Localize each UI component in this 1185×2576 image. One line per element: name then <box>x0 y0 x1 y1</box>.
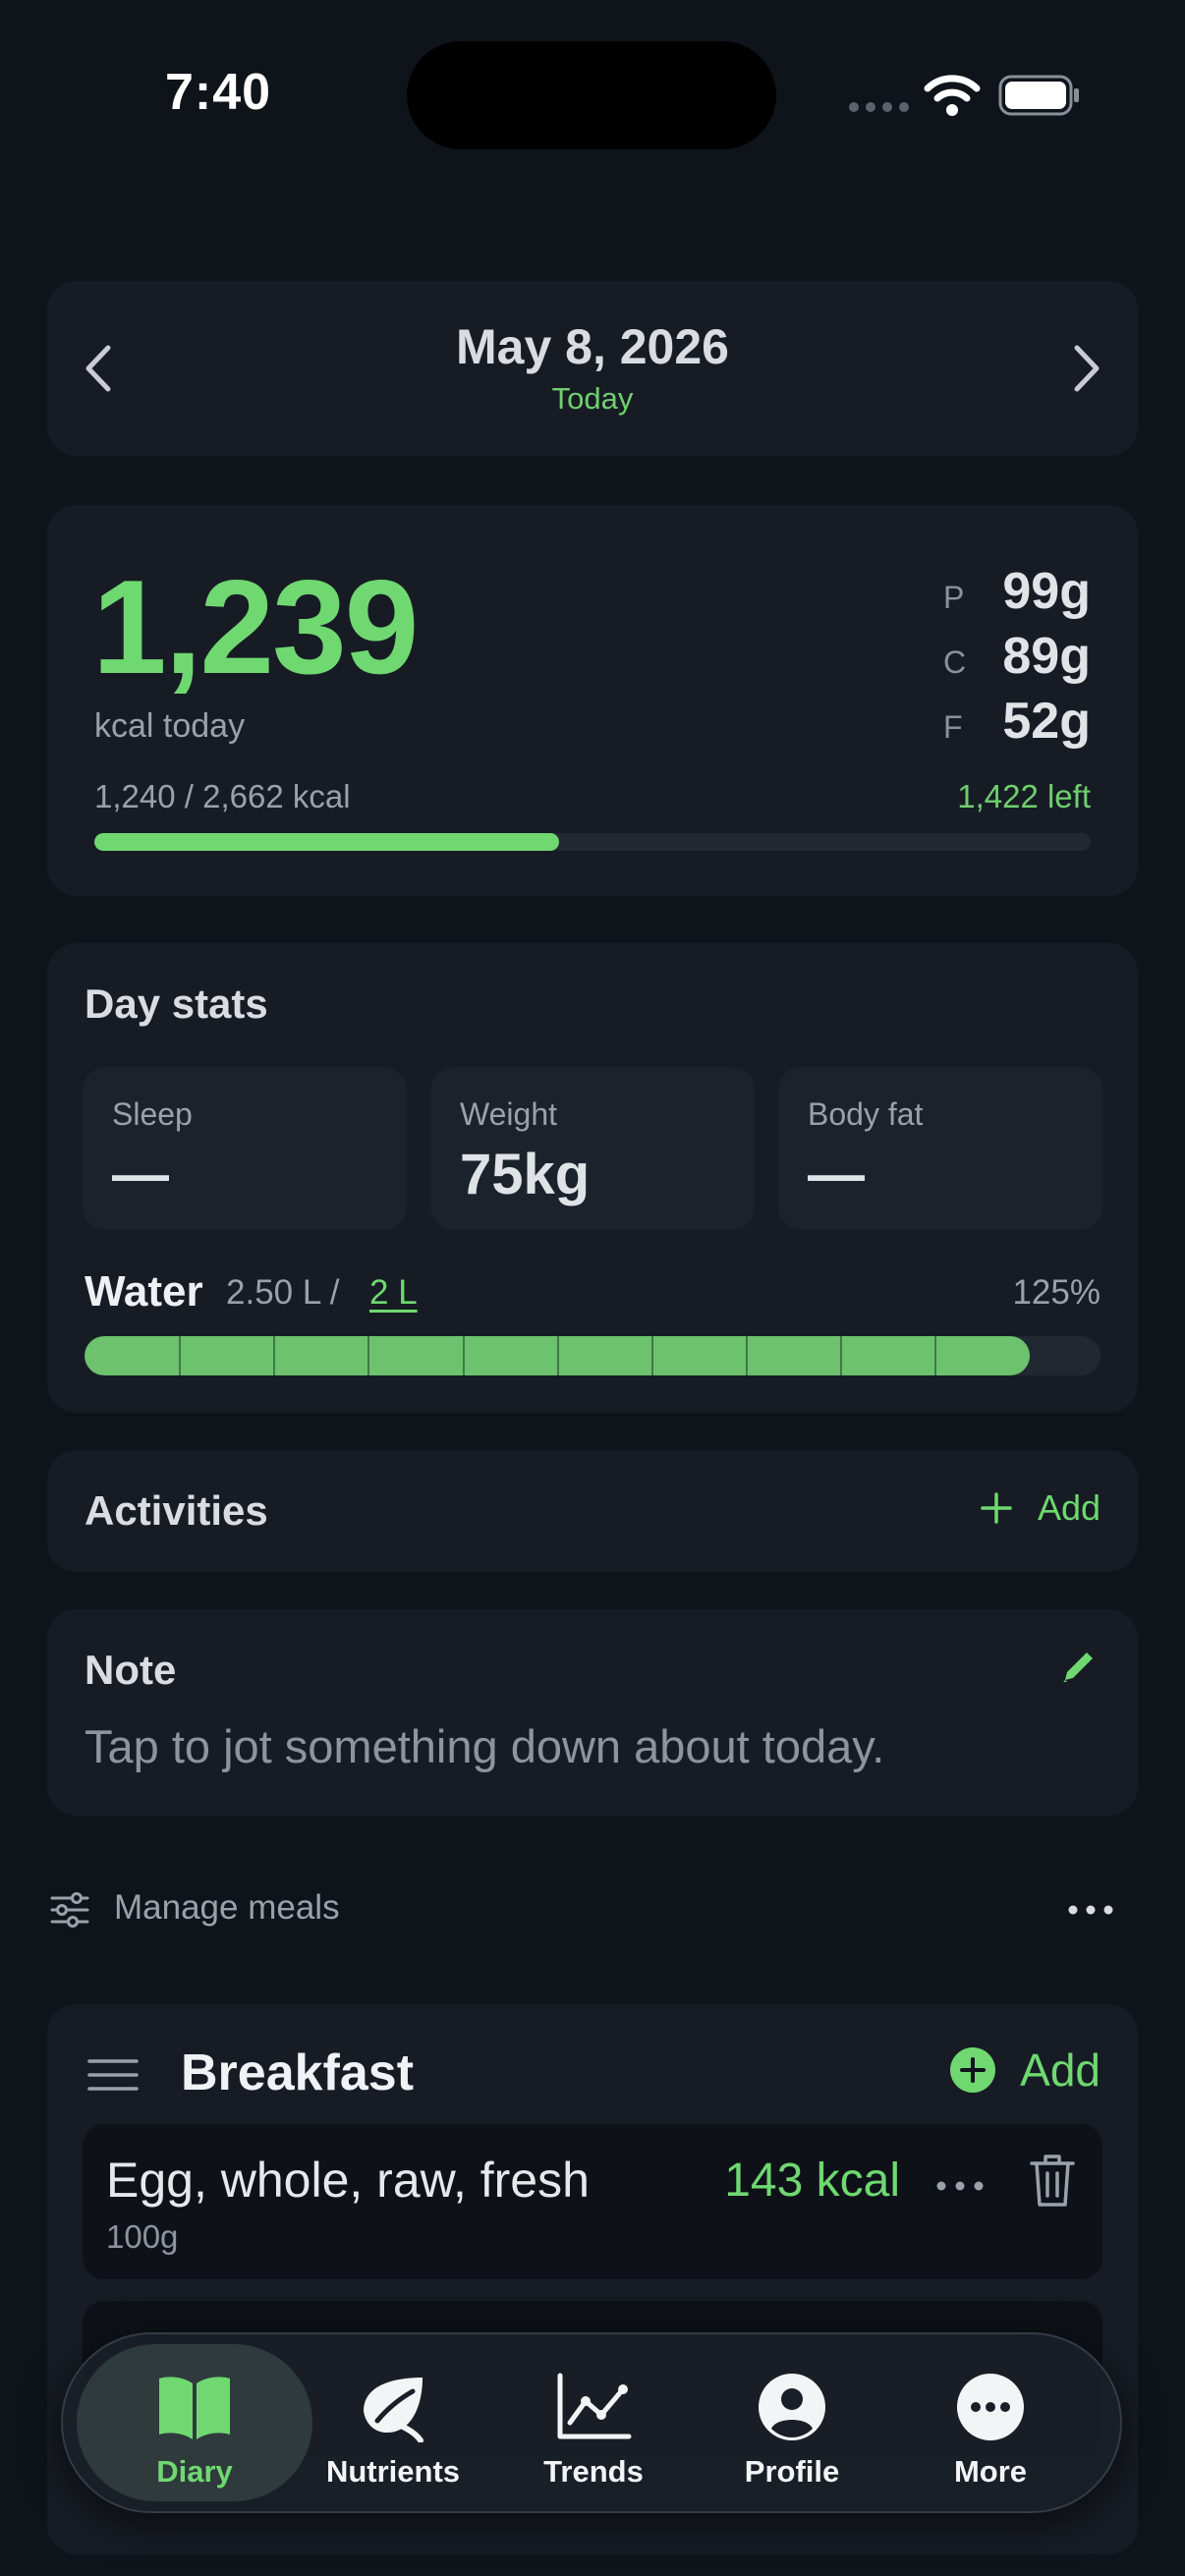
water-title: Water <box>85 1267 203 1316</box>
kcal-progress-text: 1,240 / 2,662 kcal <box>94 778 351 814</box>
chart-icon <box>557 2373 632 2439</box>
water-segment-divider <box>273 1336 276 1375</box>
stat-label: Weight <box>460 1096 558 1132</box>
stat-label: Sleep <box>112 1096 193 1132</box>
stat-value: 75kg <box>460 1143 591 1206</box>
macro-protein: P 99g <box>943 562 1091 621</box>
kcal-label: kcal today <box>94 707 246 745</box>
date-title[interactable]: May 8, 2026 <box>456 319 729 374</box>
water-segment-divider <box>934 1336 937 1375</box>
plus-icon <box>981 1492 1012 1524</box>
dynamic-island <box>407 41 776 149</box>
macro-letter: F <box>943 709 963 745</box>
trash-icon[interactable] <box>1028 2152 1077 2209</box>
macro-value: 99g <box>1002 563 1091 620</box>
tab-nutrients[interactable]: Nutrients <box>275 2344 511 2501</box>
activities-card: Activities Add <box>47 1450 1138 1572</box>
sleep-tile[interactable]: Sleep — <box>83 1067 407 1230</box>
add-food-label: Add <box>1020 2044 1100 2096</box>
food-item[interactable]: Egg, whole, raw, fresh 100g 143 kcal <box>83 2124 1102 2279</box>
water-segment-divider <box>367 1336 370 1375</box>
food-more-icon[interactable] <box>933 2171 987 2201</box>
add-activity-label: Add <box>1037 1487 1100 1528</box>
manage-meals-button[interactable]: Manage meals <box>114 1888 340 1927</box>
activities-title: Activities <box>85 1487 268 1534</box>
stat-label: Body fat <box>808 1096 924 1132</box>
note-title: Note <box>85 1647 177 1693</box>
water-segment-divider <box>840 1336 843 1375</box>
food-name: Egg, whole, raw, fresh <box>106 2153 590 2208</box>
add-food-button[interactable]: Add <box>949 2044 1100 2097</box>
kcal-remaining: 1,422 left <box>957 778 1091 814</box>
tab-label: Profile <box>744 2454 840 2489</box>
macro-value: 89g <box>1002 628 1091 685</box>
day-stats-card: Day stats Sleep — Weight 75kg Body fat —… <box>47 943 1138 1413</box>
weight-tile[interactable]: Weight 75kg <box>430 1067 755 1230</box>
water-segment-divider <box>179 1336 182 1375</box>
plus-circle-icon <box>950 2047 996 2093</box>
tab-bar: Diary Nutrients Trends Profil <box>61 2332 1122 2513</box>
food-quantity: 100g <box>106 2218 179 2255</box>
tab-trends[interactable]: Trends <box>476 2344 711 2501</box>
water-progress-bar[interactable] <box>85 1336 1100 1375</box>
drag-handle-icon[interactable] <box>86 2055 140 2095</box>
tab-profile[interactable]: Profile <box>674 2344 910 2501</box>
kcal-progress-fill <box>94 833 559 851</box>
water-segment-divider <box>462 1336 465 1375</box>
next-day-chevron-icon[interactable] <box>1055 336 1114 401</box>
kcal-progress-bar <box>94 833 1091 851</box>
sliders-icon[interactable] <box>49 1892 90 1928</box>
status-time: 7:40 <box>165 64 272 121</box>
water-percent: 125% <box>1012 1273 1100 1312</box>
signal-icon <box>849 102 909 112</box>
tab-label: Trends <box>543 2454 644 2489</box>
kcal-total: 1,239 <box>92 552 419 701</box>
previous-day-chevron-icon[interactable] <box>71 336 130 401</box>
person-icon <box>759 2374 825 2440</box>
note-card[interactable]: Note Tap to jot something down about tod… <box>47 1609 1138 1816</box>
macro-fat: F 52g <box>943 692 1091 751</box>
tab-label: Diary <box>156 2454 233 2489</box>
water-target-link[interactable]: 2 L <box>369 1273 418 1312</box>
body-fat-tile[interactable]: Body fat — <box>778 1067 1102 1230</box>
macro-letter: C <box>943 644 967 680</box>
tab-label: Nutrients <box>325 2454 461 2489</box>
more-options-icon[interactable] <box>1065 1892 1116 1928</box>
stat-value: — <box>808 1143 865 1206</box>
date-header: May 8, 2026 Today <box>47 281 1138 456</box>
add-activity-button[interactable]: Add <box>981 1487 1100 1529</box>
battery-icon <box>998 75 1079 116</box>
food-kcal: 143 kcal <box>724 2155 900 2207</box>
water-amount: 2.50 L / <box>226 1273 340 1312</box>
note-placeholder: Tap to jot something down about today. <box>85 1720 885 1772</box>
meal-title: Breakfast <box>181 2044 415 2101</box>
tab-label: More <box>953 2454 1028 2489</box>
water-segment-divider <box>746 1336 749 1375</box>
more-icon <box>957 2374 1024 2440</box>
water-segment-divider <box>650 1336 653 1375</box>
calorie-summary-card[interactable]: 1,239 kcal today P 99g C 89g F 52g 1,240… <box>47 505 1138 896</box>
date-subtitle: Today <box>551 381 634 416</box>
stat-value: — <box>112 1143 169 1206</box>
day-stats-title: Day stats <box>85 980 268 1027</box>
tab-diary[interactable]: Diary <box>77 2344 312 2501</box>
tab-more[interactable]: More <box>873 2344 1108 2501</box>
wifi-icon <box>924 75 981 116</box>
macro-letter: P <box>943 580 965 615</box>
leaf-icon <box>364 2378 423 2442</box>
pencil-icon[interactable] <box>1057 1645 1100 1688</box>
water-segment-divider <box>556 1336 559 1375</box>
book-icon <box>159 2377 230 2439</box>
macro-value: 52g <box>1002 693 1091 750</box>
macro-carbs: C 89g <box>943 627 1091 686</box>
